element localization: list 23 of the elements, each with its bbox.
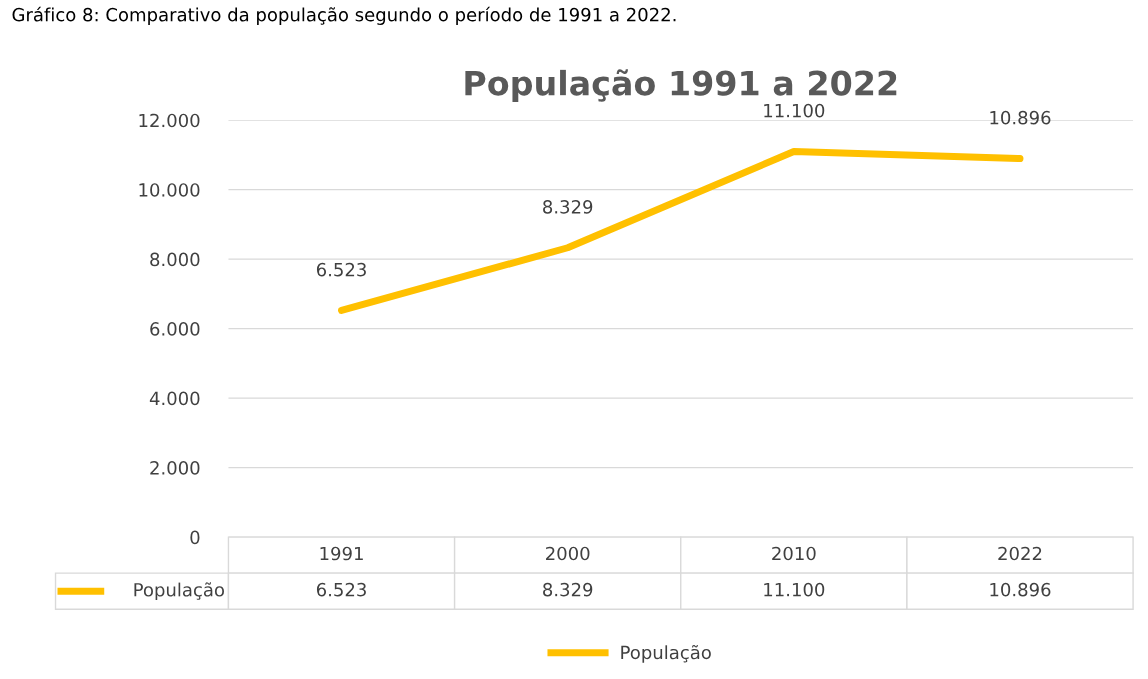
text: População: [621, 644, 711, 663]
y-tick-label: 12.000: [139, 113, 200, 128]
data-label: 10.896: [990, 582, 1051, 597]
data-label: 11.100: [764, 582, 825, 597]
x-tick-label: 2022: [998, 546, 1042, 561]
y-tick-label: 6.000: [150, 322, 200, 336]
legend-label: População: [134, 582, 224, 601]
text: 6.523: [316, 262, 366, 277]
y-tick-label: 10.000: [139, 183, 200, 197]
y-tick-label: 4.000: [149, 391, 200, 406]
y-tick-label: 2.000: [150, 461, 200, 475]
text: Gráfico 8: Comparativo da população segundo o período de 1991 a 2022.: [12, 6, 676, 25]
data-label: 8.329: [543, 582, 593, 597]
text: 10.896: [990, 110, 1051, 125]
text: 8.329: [543, 200, 593, 214]
x-tick-label: 1991: [320, 546, 363, 561]
text: 11.100: [764, 103, 825, 118]
x-tick-label: 2010: [772, 546, 816, 561]
data-label: 6.523: [316, 582, 366, 597]
y-tick-label: 8.000: [150, 252, 200, 267]
y-tick-label: 0: [190, 530, 200, 545]
chart-title: População 1991 a 2022: [465, 69, 897, 103]
x-tick-label: 2000: [546, 546, 590, 561]
